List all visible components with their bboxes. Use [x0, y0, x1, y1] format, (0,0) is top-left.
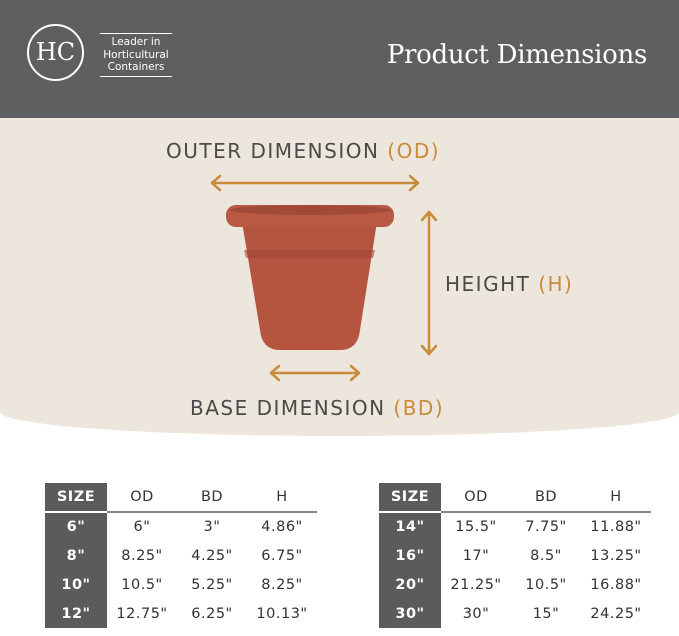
base-dimension-label: BASE DIMENSION (BD): [190, 396, 444, 420]
table-header-cell: SIZE: [45, 483, 107, 513]
size-table-large: SIZE OD BD H 14" 15.5" 7.75" 11.88" 16" 17" 8.5"…: [379, 483, 651, 628]
table-cell: 8.25": [261, 576, 303, 593]
table-cell: 21.25": [450, 576, 502, 593]
header-banner: HC Leader in Horticultural Containers Pr…: [0, 0, 679, 118]
table-cell: 15": [532, 605, 560, 622]
tagline-line: Horticultural: [103, 48, 169, 61]
table-cell: 17": [462, 547, 490, 564]
table-row: 10" 10.5" 5.25" 8.25": [45, 570, 317, 599]
table-header-cell: BD: [511, 483, 581, 513]
base-dimension-arrow: [269, 364, 361, 382]
table-cell: 3": [203, 519, 221, 535]
table-cell: 4.86": [261, 519, 303, 535]
table-cell: HEIGHT: [445, 272, 531, 296]
table-cell: (BD): [393, 396, 445, 420]
table-cell: 4.25": [191, 547, 233, 564]
table-cell: 10.5": [525, 576, 567, 593]
table-cell: 8": [45, 541, 107, 570]
table-cell: (OD): [387, 139, 441, 163]
table-row: 16" 17" 8.5" 13.25": [379, 541, 651, 570]
pot-image: [226, 205, 394, 350]
table-header-cell: H: [247, 483, 317, 513]
table-cell: 8.5": [530, 547, 562, 564]
table-row: 12" 12.75" 6.25" 10.13": [45, 599, 317, 628]
table-header-cell: BD: [177, 483, 247, 513]
table-cell: 6": [133, 519, 151, 535]
table-header-cell: H: [581, 483, 651, 513]
tagline-line: Leader in: [111, 36, 161, 48]
table-cell: 10.5": [121, 576, 163, 593]
table-header-cell: OD: [107, 483, 177, 513]
table-cell: 5.25": [191, 576, 233, 593]
table-cell: OUTER DIMENSION: [166, 139, 380, 163]
outer-dimension-arrow: [210, 174, 420, 192]
table-row: 6" 6" 3" 4.86": [45, 512, 317, 541]
height-label: HEIGHT (H): [445, 272, 573, 296]
table-cell: 12": [45, 599, 107, 628]
table-cell: 6": [45, 512, 107, 541]
table-cell: 8.25": [121, 547, 163, 564]
table-header-row: SIZE OD BD H: [379, 483, 651, 513]
tagline: Leader in Horticultural Containers: [100, 33, 172, 77]
table-cell: 30": [462, 605, 490, 622]
table-cell: 13.25": [590, 547, 642, 564]
table-cell: 6.25": [191, 605, 233, 622]
table-cell: 24.25": [590, 605, 642, 622]
table-cell: 7.75": [525, 519, 567, 535]
table-header-row: SIZE OD BD H: [45, 483, 317, 513]
table-row: 20" 21.25" 10.5" 16.88": [379, 570, 651, 599]
table-cell: 16": [379, 541, 441, 570]
logo-text: HC: [35, 38, 76, 66]
table-cell: BASE DIMENSION: [190, 396, 386, 420]
page-title: Product Dimensions: [386, 40, 647, 70]
table-header-cell: OD: [441, 483, 511, 513]
table-cell: 14": [379, 512, 441, 541]
table-cell: 20": [379, 570, 441, 599]
tagline-line: Containers: [107, 61, 165, 73]
table-row: 8" 8.25" 4.25" 6.75": [45, 541, 317, 570]
table-header-cell: SIZE: [379, 483, 441, 513]
outer-dimension-label: OUTER DIMENSION (OD): [166, 139, 440, 163]
table-cell: 30": [379, 599, 441, 628]
table-cell: (H): [538, 272, 574, 296]
table-row: 14" 15.5" 7.75" 11.88": [379, 512, 651, 541]
table-cell: 10": [45, 570, 107, 599]
table-cell: 6.75": [261, 547, 303, 564]
table-cell: 16.88": [590, 576, 642, 593]
size-table-small: SIZE OD BD H 6" 6" 3" 4.86" 8" 8.25" 4.25" 6.75" …: [45, 483, 317, 628]
height-arrow: [420, 210, 438, 356]
table-row: 30" 30" 15" 24.25": [379, 599, 651, 628]
hc-logo: HC: [27, 24, 84, 81]
table-cell: 12.75": [116, 605, 168, 622]
table-cell: 11.88": [590, 519, 642, 535]
table-cell: 15.5": [455, 519, 497, 535]
table-cell: 10.13": [256, 605, 308, 622]
